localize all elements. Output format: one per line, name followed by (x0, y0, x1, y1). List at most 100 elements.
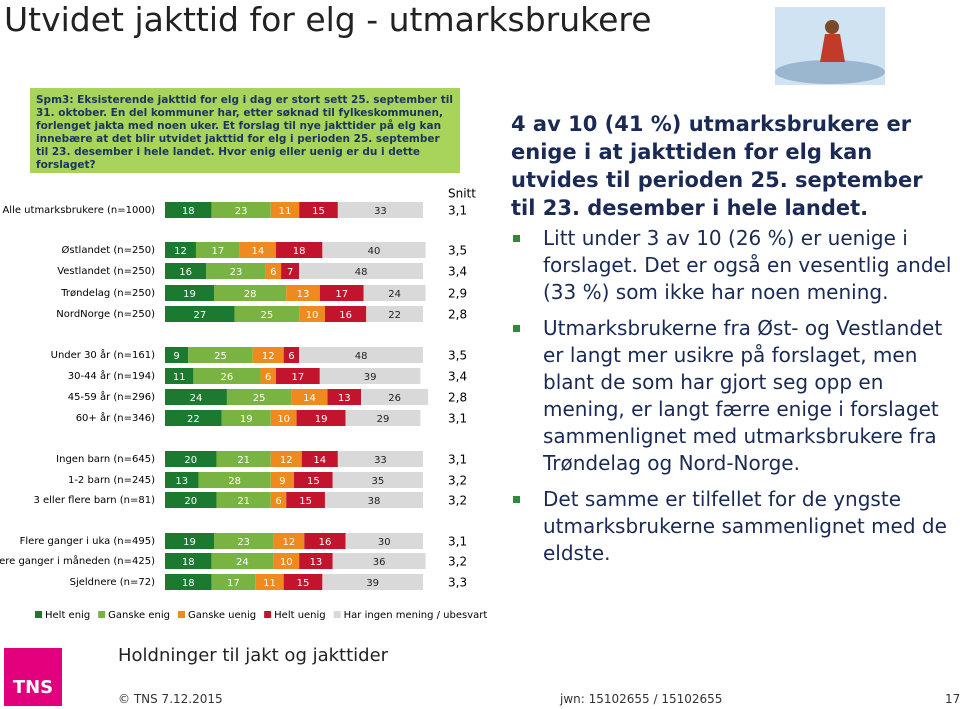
bar-segment (165, 574, 212, 590)
value-label: 14 (313, 455, 326, 466)
category-label: Vestlandet (n=250) (57, 266, 155, 277)
value-label: 10 (277, 414, 290, 425)
value-label: 17 (335, 289, 348, 300)
bullet: Utmarksbrukerne fra Øst- og Vestlandet e… (511, 315, 956, 477)
bar-segment (337, 202, 423, 218)
value-label: 15 (312, 206, 325, 217)
legend-swatch (264, 611, 272, 618)
value-label: 30 (378, 537, 391, 548)
snitt-value: 3,2 (448, 494, 467, 508)
legend-swatch (333, 611, 341, 618)
value-label: 18 (182, 206, 195, 217)
value-label: 10 (306, 310, 319, 321)
bar-segment (275, 368, 320, 384)
category-label: 45-59 år (n=296) (68, 390, 155, 403)
bar-segment (260, 368, 276, 384)
legend-label: Har ingen mening / ubesvart (344, 610, 488, 621)
bar-segment (165, 553, 212, 569)
bar-segment (319, 368, 421, 384)
bar-segment (195, 242, 240, 258)
bar-segment (165, 472, 199, 488)
bar-segment (214, 285, 287, 301)
legend-label: Helt uenig (274, 610, 326, 621)
bar-segment (206, 263, 266, 279)
value-label: 20 (184, 496, 197, 507)
value-label: 12 (174, 246, 187, 257)
bar-segment (294, 472, 333, 488)
value-label: 11 (173, 372, 186, 383)
bar-segment (332, 472, 423, 488)
bar-segment (283, 347, 300, 363)
bar-segment (193, 368, 261, 384)
bar-segment (188, 347, 253, 363)
value-label: 9 (279, 476, 285, 487)
legend-label: Ganske enig (108, 610, 170, 621)
category-label: Trøndelag (n=250) (60, 288, 155, 299)
bar-segment (322, 574, 423, 590)
bullets: Litt under 3 av 10 (26 %) er uenige i fo… (511, 225, 956, 576)
value-label: 13 (338, 393, 351, 404)
value-label: 25 (261, 310, 274, 321)
bar-segment (332, 553, 426, 569)
value-label: 13 (310, 557, 323, 568)
category-label: 1-2 barn (n=245) (68, 475, 155, 486)
bar-segment (165, 347, 189, 363)
bar-segment (275, 242, 323, 258)
category-label: NordNorge (n=250) (56, 309, 155, 320)
snitt-value: 2,8 (448, 391, 467, 405)
bar-segment (165, 410, 222, 426)
value-label: 12 (280, 455, 293, 466)
value-label: 19 (183, 289, 196, 300)
value-label: 25 (214, 351, 227, 362)
value-label: 6 (265, 372, 271, 383)
bar-segment (366, 306, 423, 322)
value-label: 18 (182, 578, 195, 589)
bar-segment (221, 410, 271, 426)
value-label: 11 (263, 578, 276, 589)
value-label: 22 (187, 414, 200, 425)
bar-segment (165, 389, 227, 405)
value-label: 23 (230, 267, 243, 278)
value-label: 9 (173, 351, 179, 362)
bar-segment (165, 533, 215, 549)
bar-segment (165, 492, 217, 508)
bar-segment (273, 553, 300, 569)
value-label: 48 (355, 267, 368, 278)
value-label: 36 (373, 557, 386, 568)
value-label: 28 (244, 289, 257, 300)
bar-segment (281, 263, 300, 279)
legend-label: Ganske uenig (188, 610, 256, 621)
value-label: 23 (237, 537, 250, 548)
value-label: 6 (275, 496, 281, 507)
value-label: 35 (371, 476, 384, 487)
value-label: 15 (299, 496, 312, 507)
bar-segment (324, 492, 423, 508)
value-label: 18 (293, 246, 306, 257)
snitt-value: 3,2 (448, 555, 467, 569)
value-label: 29 (377, 414, 390, 425)
snitt-title: Snitt (448, 187, 476, 201)
snitt-value: 3,4 (448, 265, 467, 279)
value-label: 13 (297, 289, 310, 300)
bar-segment (214, 533, 274, 549)
legend-label: Helt enig (45, 610, 90, 621)
category-label: Sjeldnere (n=72) (70, 577, 155, 588)
bar-segment (286, 285, 320, 301)
value-label: 13 (175, 476, 188, 487)
bar-segment (270, 492, 287, 508)
bar-segment (270, 410, 297, 426)
bar-segment (299, 347, 423, 363)
value-label: 39 (364, 372, 377, 383)
category-label: Østlandet (n=250) (62, 244, 156, 256)
value-label: 24 (190, 393, 203, 404)
bar-segment (283, 574, 323, 590)
value-label: 20 (184, 455, 197, 466)
category-label: 3 eller flere barn (n=81) (33, 495, 155, 506)
value-label: 28 (228, 476, 241, 487)
snitt-value: 3,1 (448, 453, 467, 467)
value-label: 40 (368, 246, 381, 257)
legend-swatch (98, 611, 106, 618)
bar-segment (211, 202, 271, 218)
legend-swatch (177, 611, 185, 618)
bar-segment (165, 202, 212, 218)
